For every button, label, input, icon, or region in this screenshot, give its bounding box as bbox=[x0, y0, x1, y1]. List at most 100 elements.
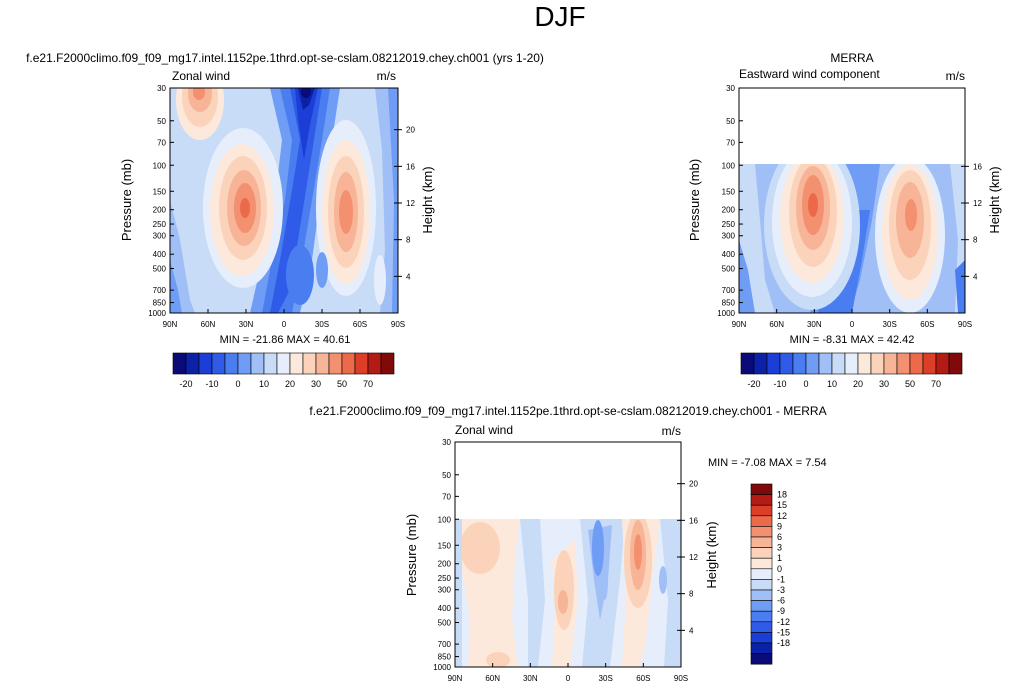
y-tick-label: 200 bbox=[722, 206, 736, 215]
x-tick-label: 60N bbox=[485, 674, 500, 683]
colorbar-swatch bbox=[750, 526, 773, 538]
x-tick-label: 0 bbox=[850, 320, 855, 329]
panel-a-ylabel-right: Height (km) bbox=[420, 166, 435, 233]
colorbar-label: 12 bbox=[777, 511, 787, 521]
colorbar-swatch bbox=[250, 352, 265, 375]
colorbar-label: -12 bbox=[777, 617, 790, 627]
colorbar-swatch bbox=[750, 610, 773, 623]
page-title: DJF bbox=[534, 1, 585, 32]
y-tick-label: 500 bbox=[722, 265, 736, 274]
colorbar-label: 10 bbox=[827, 379, 837, 389]
panel-a-title: f.e21.F2000climo.f09_f09_mg17.intel.1152… bbox=[26, 51, 544, 65]
colorbar-swatch bbox=[909, 352, 924, 375]
y-tick-label: 850 bbox=[722, 299, 736, 308]
colorbar-label: -18 bbox=[777, 638, 790, 648]
y-tick-label: 30 bbox=[157, 84, 166, 93]
y-tick-label: 100 bbox=[153, 161, 167, 170]
panel-a-min-max: MIN = -21.86 MAX = 40.61 bbox=[220, 334, 351, 346]
x-tick-label: 0 bbox=[566, 674, 571, 683]
panel-c-ylabel: Pressure (mb) bbox=[404, 514, 419, 596]
colorbar-swatch bbox=[289, 352, 304, 375]
x-tick-label: 30S bbox=[315, 320, 329, 329]
colorbar-label: 20 bbox=[853, 379, 863, 389]
y-tick-label: 150 bbox=[722, 187, 736, 196]
colorbar-swatch bbox=[750, 494, 773, 506]
colorbar-swatch bbox=[753, 352, 768, 375]
colorbar-swatch bbox=[792, 352, 807, 375]
height-tick-label: 20 bbox=[689, 480, 698, 489]
colorbar-label: 70 bbox=[363, 379, 373, 389]
y-tick-label: 30 bbox=[442, 438, 451, 447]
colorbar-swatch bbox=[172, 352, 187, 375]
colorbar-swatch bbox=[198, 352, 213, 375]
panel-a-variable-label: Zonal wind bbox=[172, 69, 230, 83]
panel-merra: MERRA Eastward wind component m/s bbox=[687, 51, 1002, 389]
x-tick-label: 90S bbox=[391, 320, 405, 329]
colorbar-swatch bbox=[367, 352, 382, 375]
y-tick-label: 400 bbox=[153, 250, 167, 259]
panel-c-ylabel-right: Height (km) bbox=[704, 521, 719, 588]
colorbar-swatch bbox=[263, 352, 278, 375]
panel-b-variable-label: Eastward wind component bbox=[739, 67, 880, 81]
height-tick-label: 16 bbox=[406, 162, 415, 171]
colorbar-swatch bbox=[185, 352, 200, 375]
colorbar-swatch bbox=[237, 352, 252, 375]
colorbar-swatch bbox=[354, 352, 369, 375]
height-tick-label: 4 bbox=[406, 272, 411, 281]
y-tick-label: 200 bbox=[153, 206, 167, 215]
y-tick-label: 30 bbox=[726, 84, 735, 93]
colorbar-swatch bbox=[857, 352, 872, 375]
colorbar-label: -15 bbox=[777, 627, 790, 637]
y-tick-label: 150 bbox=[438, 541, 452, 550]
colorbar-swatch bbox=[750, 568, 773, 580]
y-tick-label: 500 bbox=[153, 265, 167, 274]
panel-b-colorbar: -20 -10 0 10 20 30 50 70 bbox=[740, 352, 963, 389]
height-tick-label: 20 bbox=[406, 126, 415, 135]
colorbar-swatch bbox=[276, 352, 291, 375]
height-tick-label: 16 bbox=[689, 516, 698, 525]
panel-c-contours bbox=[455, 519, 681, 667]
colorbar-label: -20 bbox=[747, 379, 760, 389]
panel-difference: f.e21.F2000climo.f09_f09_mg17.intel.1152… bbox=[309, 404, 826, 683]
colorbar-label: -10 bbox=[205, 379, 218, 389]
colorbar-swatch bbox=[740, 352, 755, 375]
panel-a-ylabel: Pressure (mb) bbox=[119, 159, 134, 241]
colorbar-swatch bbox=[750, 483, 773, 495]
colorbar-swatch bbox=[870, 352, 885, 375]
y-tick-label: 850 bbox=[153, 299, 167, 308]
height-tick-label: 8 bbox=[406, 236, 411, 245]
colorbar-label: 70 bbox=[931, 379, 941, 389]
y-tick-label: 250 bbox=[722, 220, 736, 229]
y-tick-label: 1000 bbox=[717, 309, 735, 318]
height-tick-label: 4 bbox=[973, 272, 978, 281]
y-tick-label: 70 bbox=[726, 138, 735, 147]
y-tick-label: 1000 bbox=[148, 309, 166, 318]
colorbar-label: 30 bbox=[879, 379, 889, 389]
x-tick-label: 30S bbox=[599, 674, 613, 683]
colorbar-swatch bbox=[844, 352, 859, 375]
colorbar-swatch bbox=[750, 589, 773, 601]
y-tick-label: 50 bbox=[442, 471, 451, 480]
x-tick-label: 30N bbox=[523, 674, 538, 683]
y-tick-label: 300 bbox=[153, 232, 167, 241]
y-tick-label: 400 bbox=[722, 250, 736, 259]
colorbar-label: 6 bbox=[777, 532, 782, 542]
x-tick-label: 30N bbox=[807, 320, 822, 329]
colorbar-swatch bbox=[302, 352, 317, 375]
colorbar-swatch bbox=[883, 352, 898, 375]
y-tick-label: 400 bbox=[438, 604, 452, 613]
y-tick-label: 50 bbox=[157, 117, 166, 126]
y-tick-label: 200 bbox=[438, 560, 452, 569]
colorbar-label: 1 bbox=[777, 553, 782, 563]
height-tick-label: 16 bbox=[973, 162, 982, 171]
panel-a-units: m/s bbox=[377, 69, 396, 83]
colorbar-label: 15 bbox=[777, 500, 787, 510]
colorbar-swatch bbox=[766, 352, 781, 375]
colorbar-label: -6 bbox=[777, 596, 785, 606]
y-tick-label: 500 bbox=[438, 619, 452, 628]
colorbar-label: 20 bbox=[285, 379, 295, 389]
panel-a-colorbar: -20 -10 0 10 20 30 50 70 bbox=[172, 352, 395, 389]
